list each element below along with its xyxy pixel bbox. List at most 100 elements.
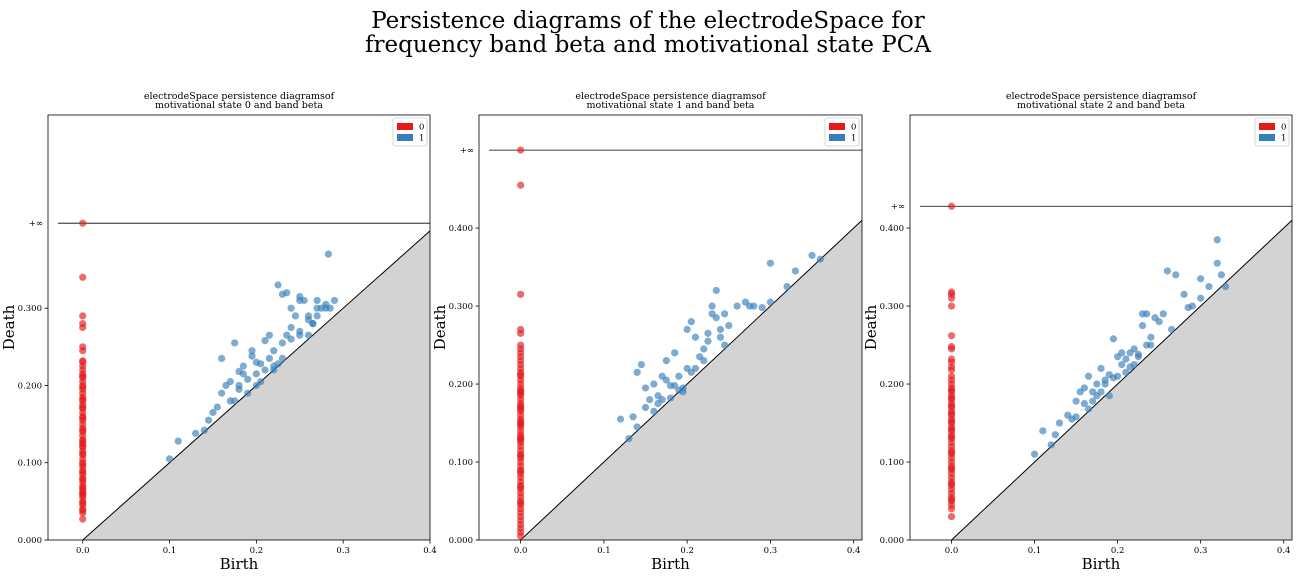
legend-label-0: 0 xyxy=(851,123,856,133)
point-dim-1 xyxy=(646,396,654,404)
point-dim-1 xyxy=(708,302,716,310)
series-dim-1 xyxy=(616,251,824,443)
point-dim-1 xyxy=(716,333,725,341)
x-tick-label: 0.0 xyxy=(514,546,528,556)
y-tick-label: 0.100 xyxy=(18,459,42,469)
point-dim-1 xyxy=(679,388,687,396)
point-dim-1 xyxy=(278,339,287,347)
y-tick-label: 0.000 xyxy=(880,536,904,546)
point-dim-0 xyxy=(947,480,956,488)
point-dim-1 xyxy=(633,423,641,431)
series-dim-0 xyxy=(947,202,956,521)
point-dim-1 xyxy=(625,435,633,443)
point-dim-1 xyxy=(662,357,670,365)
point-dim-1 xyxy=(716,325,725,334)
point-dim-1 xyxy=(725,321,733,330)
point-dim-0 xyxy=(79,449,87,458)
point-dim-1 xyxy=(304,331,313,339)
point-dim-1 xyxy=(261,366,269,374)
series-dim-0 xyxy=(517,146,525,540)
point-dim-0 xyxy=(947,417,956,426)
legend-swatch-0 xyxy=(1259,123,1275,130)
point-dim-1 xyxy=(1122,355,1130,363)
point-dim-1 xyxy=(248,352,256,360)
point-dim-1 xyxy=(261,337,269,345)
point-dim-1 xyxy=(691,333,700,341)
point-dim-1 xyxy=(1130,345,1138,353)
point-dim-1 xyxy=(209,408,217,417)
point-dim-1 xyxy=(687,368,695,376)
point-dim-1 xyxy=(721,310,729,318)
y-tick-label: 0.000 xyxy=(449,536,473,546)
point-dim-1 xyxy=(265,331,273,339)
point-dim-1 xyxy=(1147,333,1155,341)
legend-swatch-0 xyxy=(397,123,413,130)
infinity-tick-label: +∞ xyxy=(891,202,905,212)
point-dim-1 xyxy=(712,286,720,295)
point-dim-0 xyxy=(517,402,525,410)
panel-title-line2: motivational state 2 and band beta xyxy=(1017,100,1185,111)
x-tick-label: 0.4 xyxy=(847,546,861,556)
point-dim-1 xyxy=(313,304,321,312)
x-tick-label: 0.3 xyxy=(1194,546,1208,556)
point-dim-1 xyxy=(808,251,816,259)
point-dim-1 xyxy=(218,389,226,397)
point-dim-0 xyxy=(947,386,956,394)
point-dim-1 xyxy=(1055,419,1064,427)
point-dim-1 xyxy=(1072,397,1080,405)
point-dim-1 xyxy=(322,304,330,312)
point-dim-1 xyxy=(1084,372,1093,380)
legend: 01 xyxy=(824,117,860,147)
point-dim-1 xyxy=(231,339,239,347)
point-dim-0 xyxy=(79,357,87,365)
point-dim-1 xyxy=(712,314,720,322)
point-dim-0 xyxy=(79,273,87,281)
point-dim-0 xyxy=(79,414,87,422)
point-dim-1 xyxy=(616,415,625,423)
figure-title-line2: frequency band beta and motivational sta… xyxy=(365,32,931,58)
y-axis-label: Death xyxy=(862,304,880,350)
point-dim-0 xyxy=(79,468,87,476)
point-dim-1 xyxy=(1197,294,1205,302)
point-dim-1 xyxy=(641,384,650,392)
point-dim-1 xyxy=(675,372,683,380)
point-dim-1 xyxy=(309,320,317,328)
series-dim-0 xyxy=(79,219,87,523)
y-tick-label: 0.300 xyxy=(449,302,473,312)
infinity-tick-label: +∞ xyxy=(460,146,474,156)
legend-label-1: 1 xyxy=(419,134,424,144)
point-dim-1 xyxy=(235,385,243,393)
point-dim-1 xyxy=(1122,368,1130,376)
point-dim-0 xyxy=(947,495,956,504)
point-dim-1 xyxy=(1172,271,1180,279)
point-dim-0 xyxy=(517,452,525,460)
point-dim-1 xyxy=(1217,271,1226,279)
point-dim-1 xyxy=(629,413,637,421)
x-tick-label: 0.2 xyxy=(680,546,694,556)
point-dim-1 xyxy=(174,437,182,445)
point-dim-0 xyxy=(517,524,525,532)
point-dim-1 xyxy=(1163,267,1172,275)
point-dim-0 xyxy=(79,488,87,496)
point-dim-1 xyxy=(1089,397,1097,405)
point-dim-0 xyxy=(79,507,87,515)
point-dim-1 xyxy=(1093,380,1101,388)
point-dim-0 xyxy=(79,515,87,523)
point-dim-0 xyxy=(517,417,525,426)
legend-swatch-1 xyxy=(397,134,413,141)
point-dim-1 xyxy=(1118,360,1126,369)
point-dim-1 xyxy=(283,289,291,297)
panel-title-line1: electrodeSpace persistence diagramsof xyxy=(1006,91,1198,102)
point-dim-0 xyxy=(947,202,956,210)
x-tick-label: 0.4 xyxy=(1277,546,1291,556)
x-tick-label: 0.3 xyxy=(336,546,350,556)
point-dim-1 xyxy=(687,318,695,326)
diagonal-line xyxy=(951,219,1293,541)
legend-swatch-1 xyxy=(829,134,845,141)
y-tick-label: 0.200 xyxy=(449,380,473,390)
point-dim-1 xyxy=(758,304,766,312)
x-tick-label: 0.1 xyxy=(163,546,177,556)
point-dim-1 xyxy=(296,292,304,301)
point-dim-1 xyxy=(650,407,658,415)
